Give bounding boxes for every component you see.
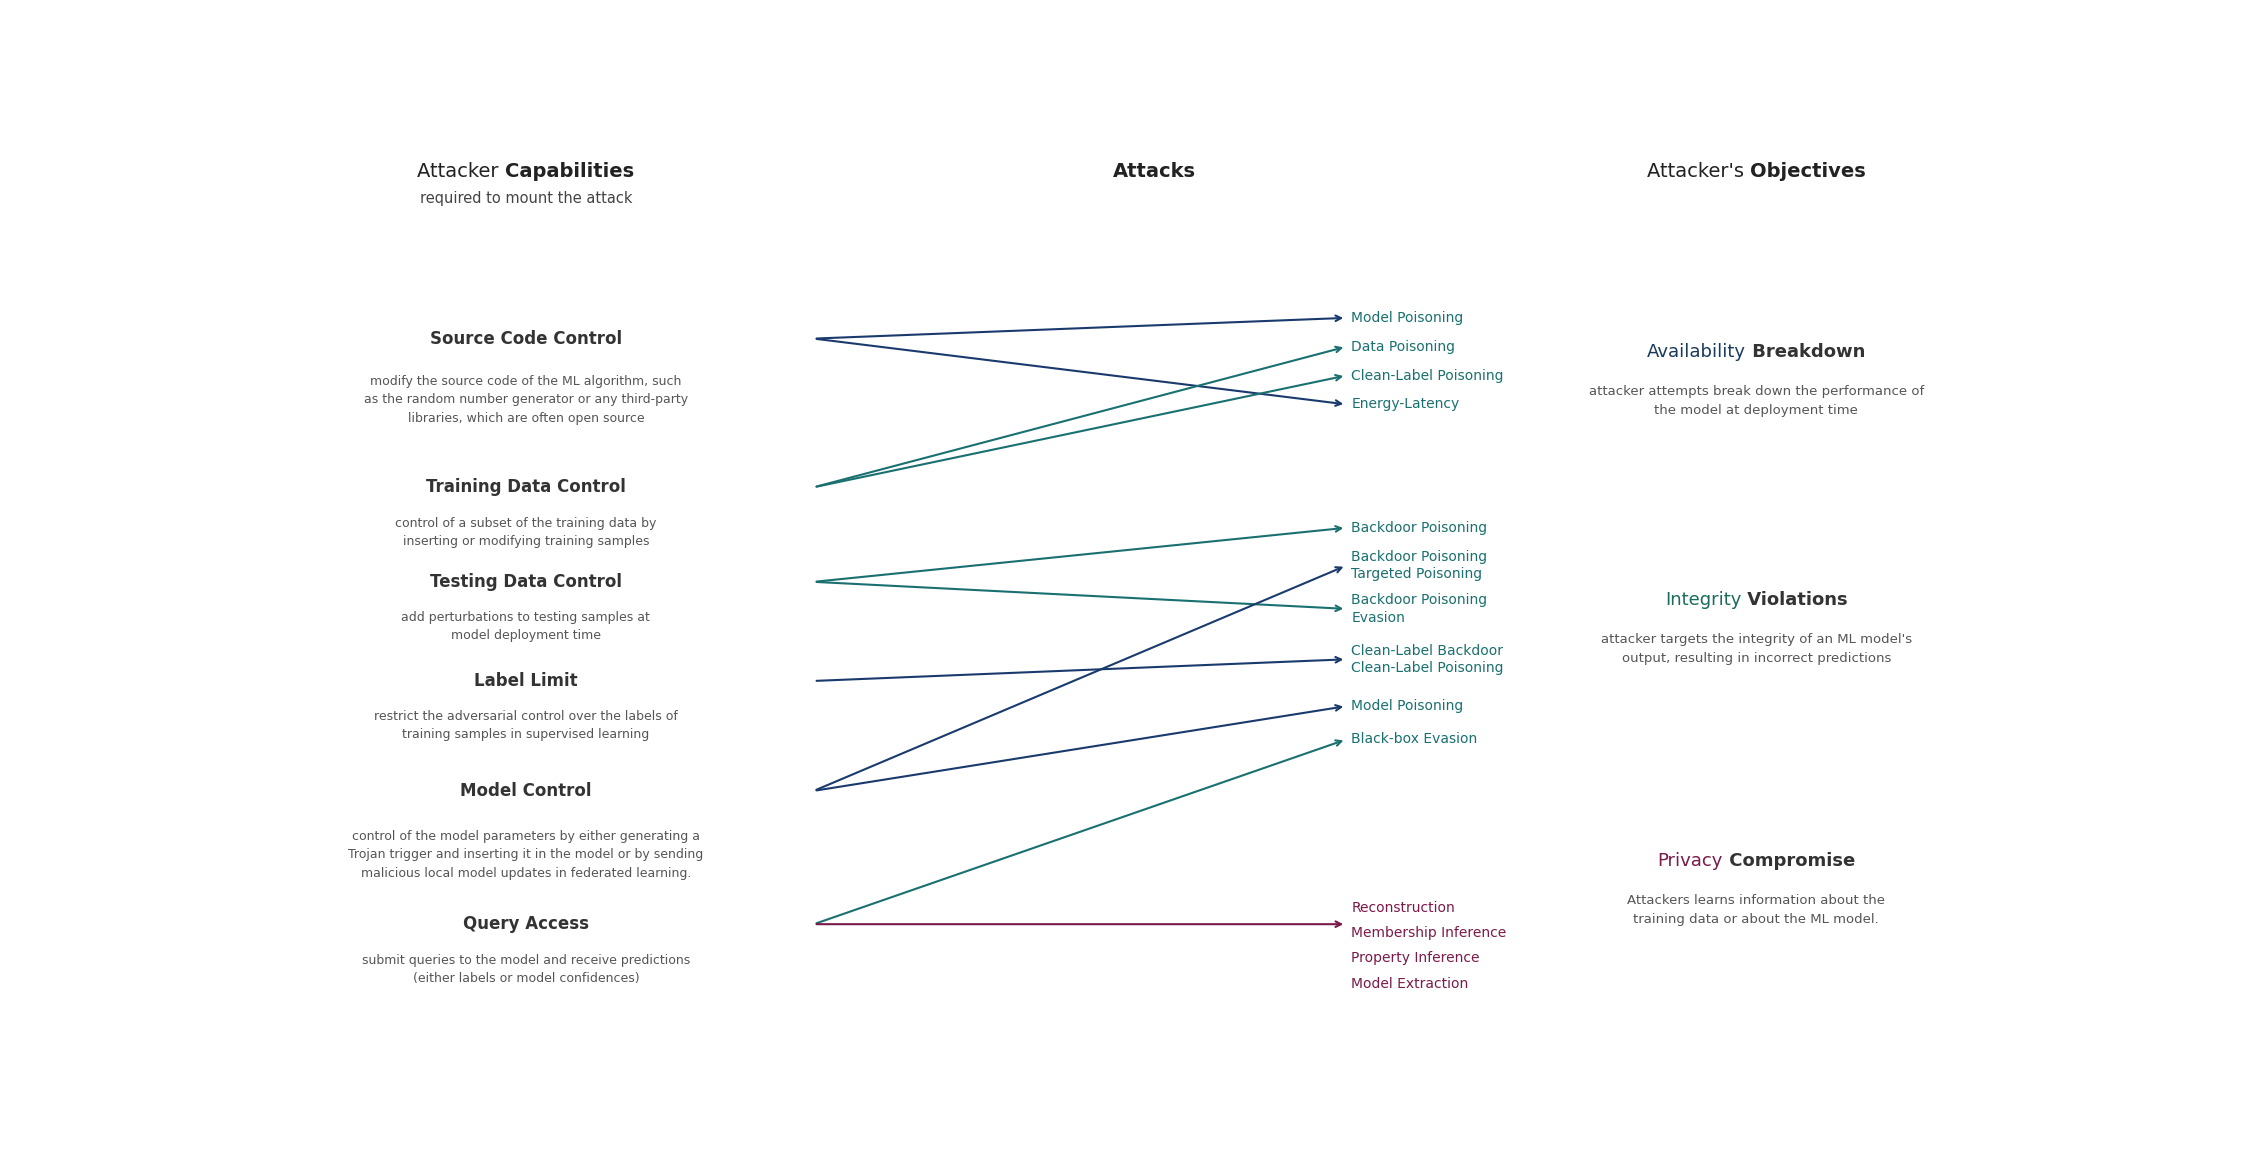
Text: Model Poisoning: Model Poisoning <box>1351 700 1464 714</box>
Text: attacker targets the integrity of an ML model's
output, resulting in incorrect p: attacker targets the integrity of an ML … <box>1601 633 1912 665</box>
Text: Reconstruction: Reconstruction <box>1351 901 1455 915</box>
Text: modify the source code of the ML algorithm, such
as the random number generator : modify the source code of the ML algorit… <box>365 374 687 425</box>
Text: Source Code Control: Source Code Control <box>430 330 622 347</box>
Text: Backdoor Poisoning
Evasion: Backdoor Poisoning Evasion <box>1351 593 1489 625</box>
Text: Black-box Evasion: Black-box Evasion <box>1351 732 1477 746</box>
Text: Membership Inference: Membership Inference <box>1351 927 1507 941</box>
Text: Model Extraction: Model Extraction <box>1351 977 1468 991</box>
Text: Backdoor Poisoning: Backdoor Poisoning <box>1351 521 1489 535</box>
Text: Model Poisoning: Model Poisoning <box>1351 311 1464 325</box>
Text: control of the model parameters by either generating a
Trojan trigger and insert: control of the model parameters by eithe… <box>349 830 703 880</box>
Text: restrict the adversarial control over the labels of
training samples in supervis: restrict the adversarial control over th… <box>374 710 678 742</box>
Text: Attackers learns information about the
training data or about the ML model.: Attackers learns information about the t… <box>1628 894 1885 925</box>
Text: Model Control: Model Control <box>459 782 592 800</box>
Text: attacker attempts break down the performance of
the model at deployment time: attacker attempts break down the perform… <box>1588 385 1923 417</box>
Text: Backdoor Poisoning
Targeted Poisoning: Backdoor Poisoning Targeted Poisoning <box>1351 550 1489 581</box>
Text: Label Limit: Label Limit <box>473 672 579 690</box>
Text: Energy-Latency: Energy-Latency <box>1351 398 1459 412</box>
Text: Objectives: Objectives <box>1750 163 1865 181</box>
Text: Attacks: Attacks <box>1112 163 1196 181</box>
Text: control of a subset of the training data by
inserting or modifying training samp: control of a subset of the training data… <box>394 517 658 549</box>
Text: Compromise: Compromise <box>1723 852 1856 870</box>
Text: submit queries to the model and receive predictions
(either labels or model conf: submit queries to the model and receive … <box>363 954 689 985</box>
Text: Availability: Availability <box>1646 343 1745 362</box>
Text: Attacker: Attacker <box>417 163 504 181</box>
Text: Training Data Control: Training Data Control <box>426 479 626 496</box>
Text: Attacker's: Attacker's <box>1646 163 1750 181</box>
Text: Capabilities: Capabilities <box>504 163 635 181</box>
Text: Violations: Violations <box>1741 591 1849 608</box>
Text: Clean-Label Backdoor
Clean-Label Poisoning: Clean-Label Backdoor Clean-Label Poisoni… <box>1351 644 1504 675</box>
Text: required to mount the attack: required to mount the attack <box>419 192 633 206</box>
Text: Clean-Label Poisoning: Clean-Label Poisoning <box>1351 369 1504 383</box>
Text: Testing Data Control: Testing Data Control <box>430 573 622 591</box>
Text: Integrity: Integrity <box>1664 591 1741 608</box>
Text: Breakdown: Breakdown <box>1745 343 1865 362</box>
Text: add perturbations to testing samples at
model deployment time: add perturbations to testing samples at … <box>401 611 651 642</box>
Text: Query Access: Query Access <box>464 915 588 934</box>
Text: Privacy: Privacy <box>1657 852 1723 870</box>
Text: Property Inference: Property Inference <box>1351 951 1480 965</box>
Text: Data Poisoning: Data Poisoning <box>1351 339 1455 353</box>
